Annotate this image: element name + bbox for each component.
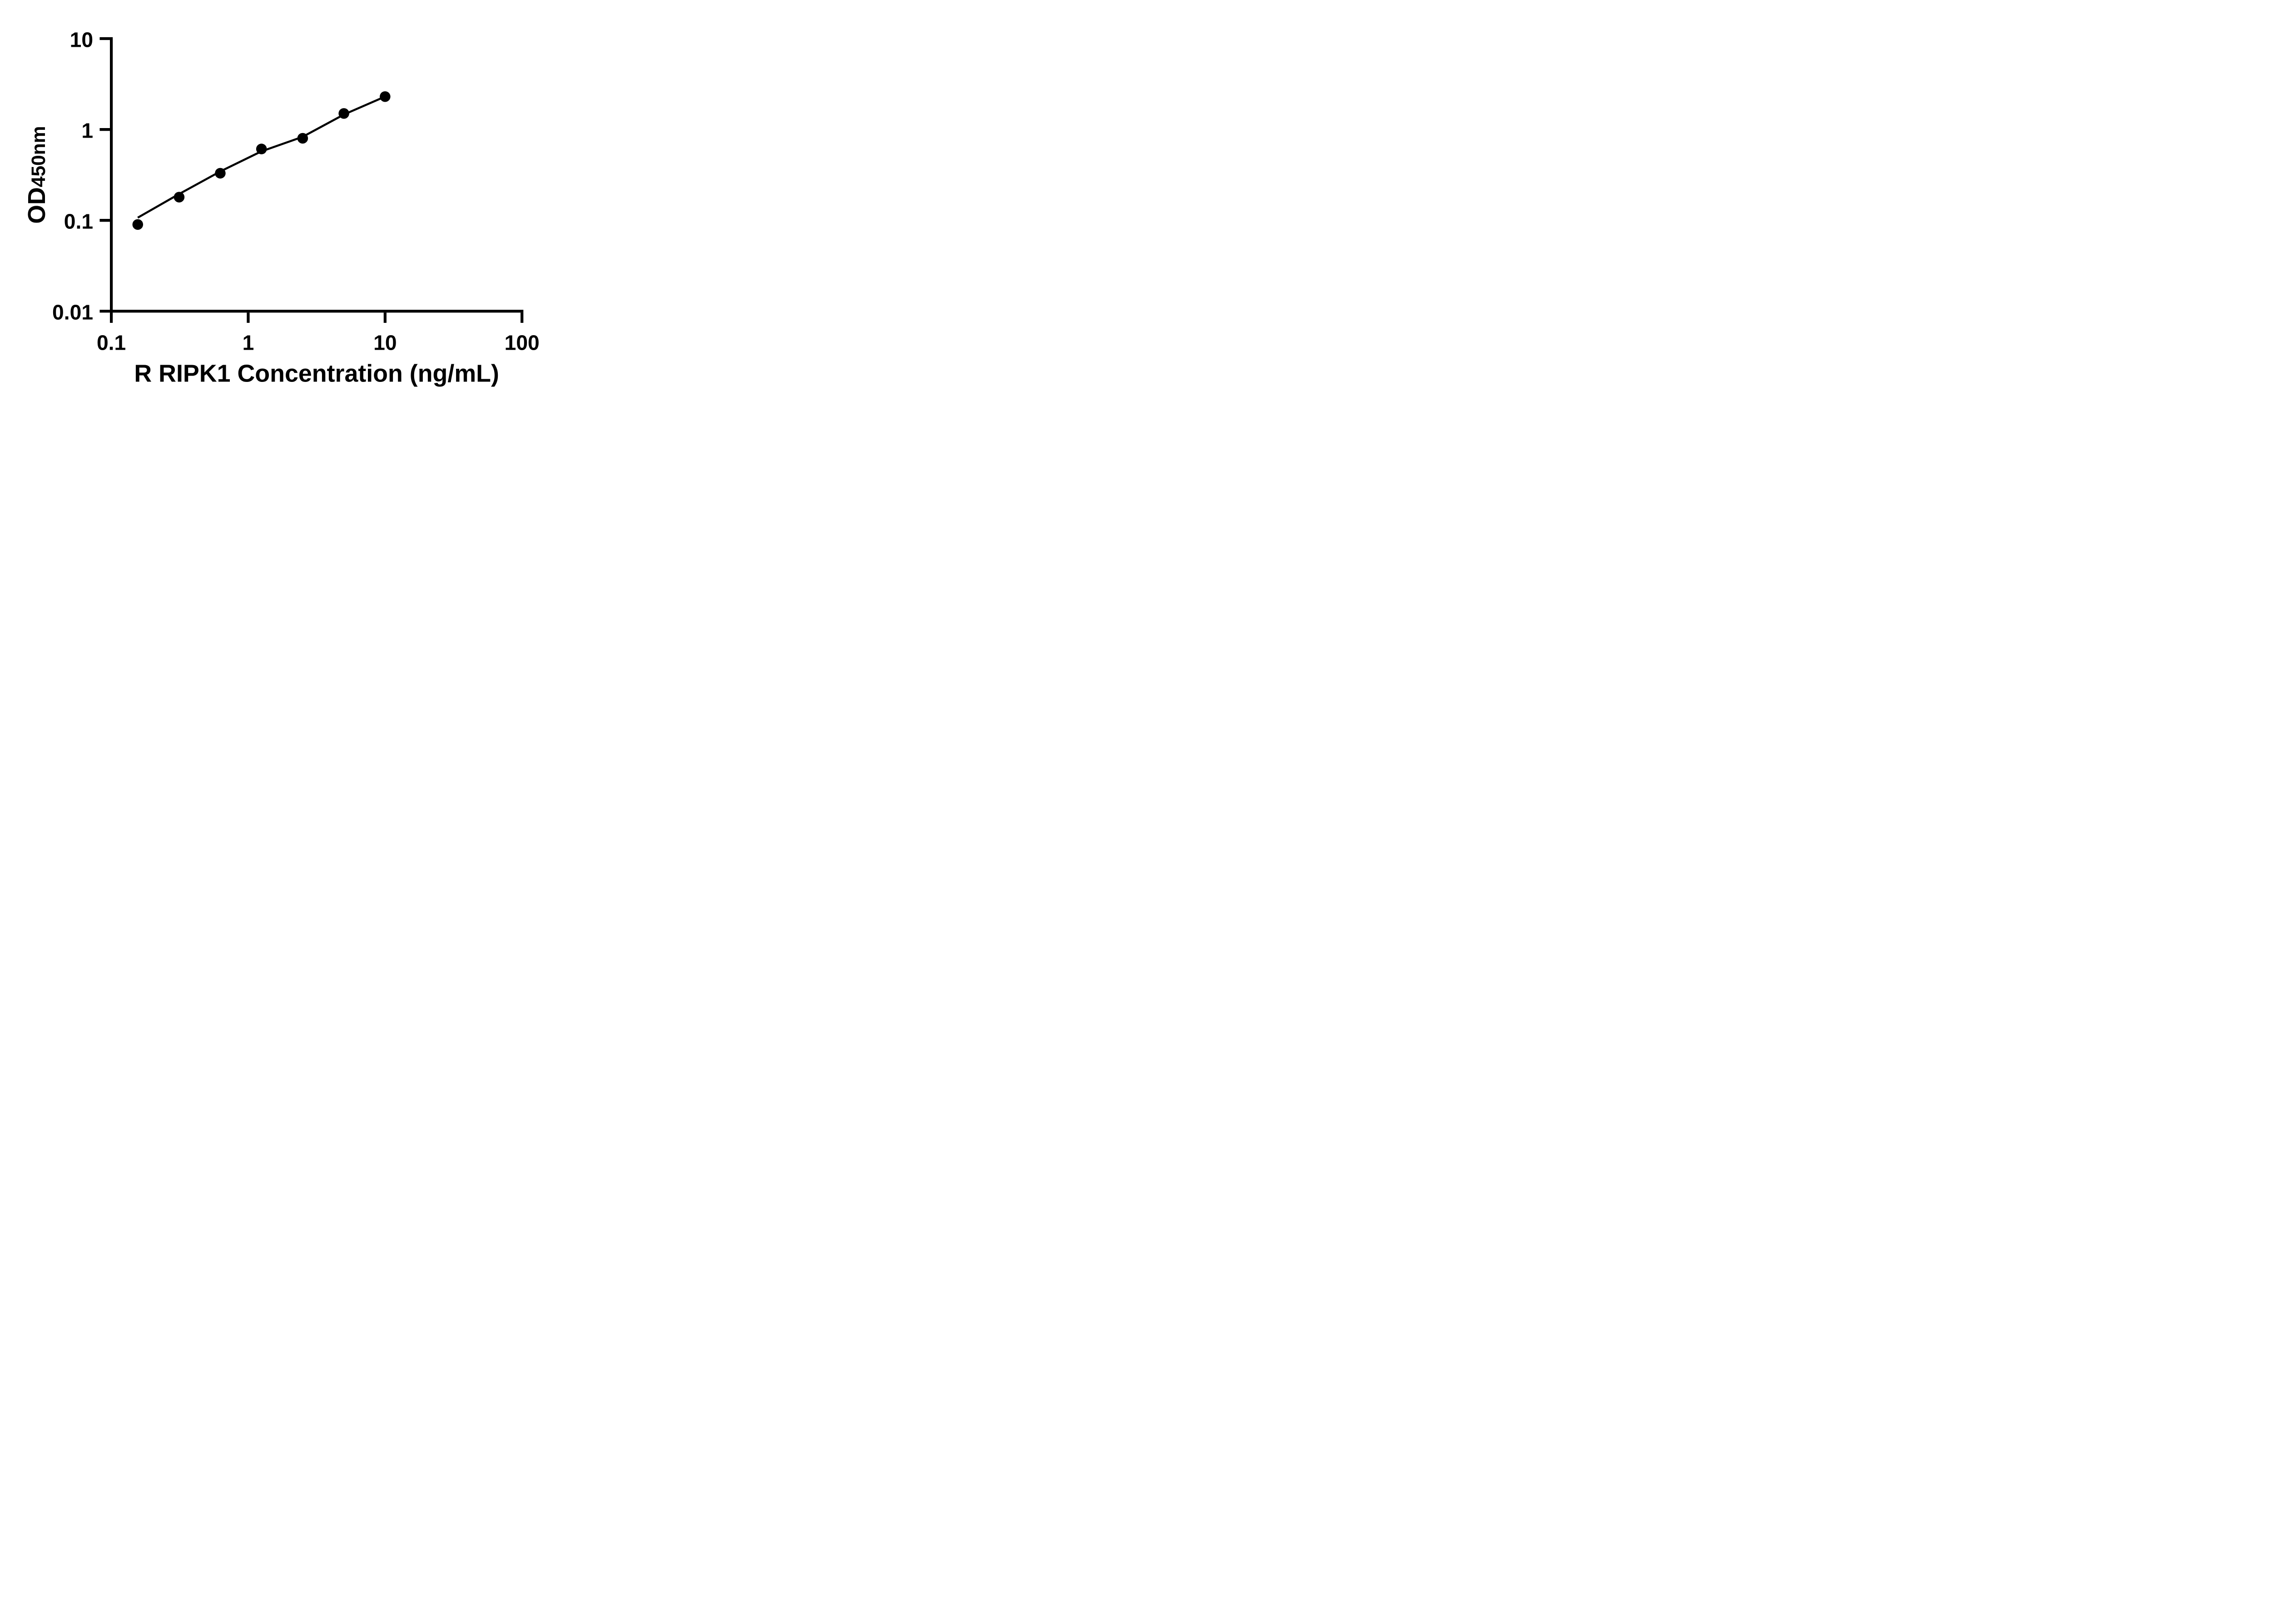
elisa-standard-curve-figure: 0.01 0.1 1 10 0.1 1 10 100 R RIPK1 Concentration… xyxy=(0,0,584,406)
y-axis-title-main: OD xyxy=(23,187,50,224)
data-point xyxy=(297,133,308,144)
x-tick-label: 10 xyxy=(373,331,397,354)
x-tick-label: 0.1 xyxy=(97,331,126,354)
y-tick-label: 0.01 xyxy=(52,301,93,324)
y-tick-label: 0.1 xyxy=(64,209,93,233)
x-tick-label: 100 xyxy=(505,331,540,354)
chart-background xyxy=(0,0,584,406)
data-point xyxy=(132,219,144,230)
x-axis-title: R RIPK1 Concentration (ng/mL) xyxy=(134,360,499,387)
data-point xyxy=(215,168,226,179)
data-point xyxy=(174,192,185,203)
data-point xyxy=(256,144,267,154)
data-point xyxy=(338,108,349,119)
data-point xyxy=(380,91,391,102)
x-tick-label: 1 xyxy=(243,331,254,354)
y-tick-label: 1 xyxy=(81,119,93,142)
y-axis-title: OD450nm xyxy=(23,126,50,223)
y-axis-title-subscript: 450nm xyxy=(28,126,50,187)
y-tick-label: 10 xyxy=(70,28,93,51)
